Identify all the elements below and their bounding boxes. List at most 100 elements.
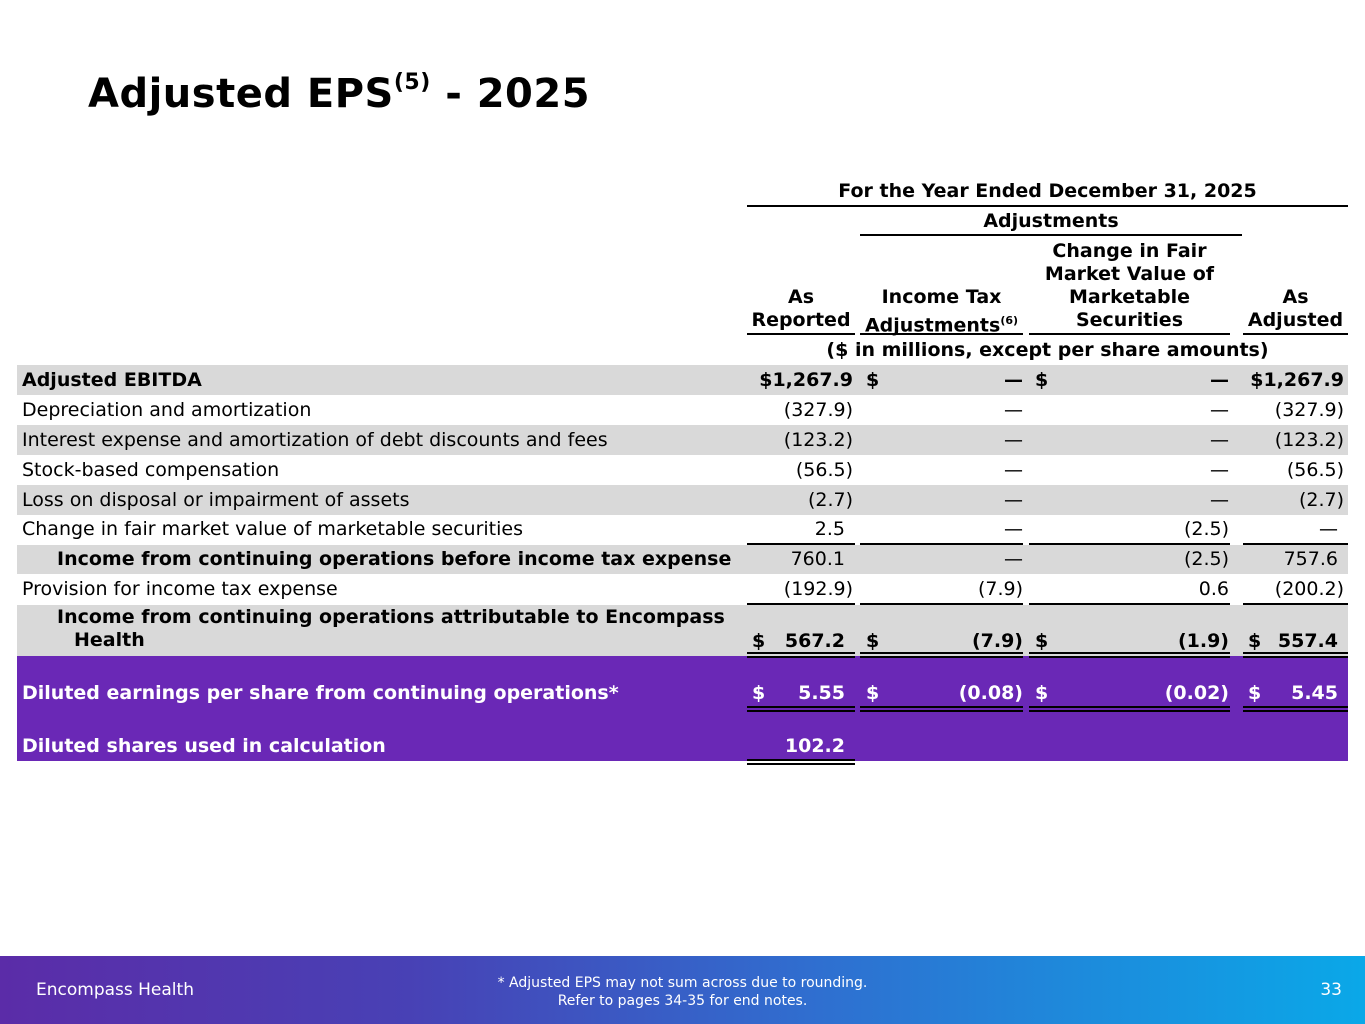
subtotal-rule (1243, 543, 1348, 545)
dollar-sign: $ (866, 369, 880, 391)
value-tax: — (1004, 548, 1023, 570)
value-fmv: 0.6 (1198, 578, 1229, 600)
dollar-sign: $ (1248, 630, 1262, 652)
value-adjusted: $1,267.9 (1250, 369, 1344, 391)
row-label: Income from continuing operations attrib… (57, 606, 725, 651)
value-fmv: — (1210, 459, 1229, 481)
col-header-adjusted: As Adjusted (1247, 286, 1344, 331)
row-label: Provision for income tax expense (22, 578, 338, 600)
col-rule-adjusted (1243, 333, 1348, 335)
row-label: Adjusted EBITDA (22, 369, 202, 391)
value-adjusted: (56.5) (1286, 459, 1344, 481)
value-fmv: — (1210, 489, 1229, 511)
value-fmv: — (1210, 369, 1229, 391)
value-tax: — (1004, 399, 1023, 421)
value-adjusted: (123.2) (1274, 429, 1344, 451)
value-adjusted: (200.2) (1274, 578, 1344, 600)
value-reported: 567.2 (784, 630, 845, 652)
value-reported: (192.9) (783, 578, 853, 600)
value-tax: — (1004, 369, 1023, 391)
value-reported: (2.7) (807, 489, 853, 511)
subtotal-rule (747, 543, 855, 545)
row-label: Change in fair market value of marketabl… (22, 518, 523, 540)
footnote: * Adjusted EPS may not sum across due to… (497, 975, 868, 1009)
subtotal-rule (1029, 603, 1230, 605)
page-number: 33 (1320, 980, 1342, 1000)
company-name: Encompass Health (36, 980, 194, 1000)
value-reported: (56.5) (795, 459, 853, 481)
value-tax: (7.9) (971, 630, 1023, 652)
value-adjusted: (327.9) (1274, 399, 1344, 421)
value-reported: 760.1 (790, 548, 845, 570)
col-rule-reported (747, 333, 855, 335)
row-label: Income from continuing operations before… (57, 548, 732, 570)
value-adjusted: 757.6 (1283, 548, 1338, 570)
eps-row: Diluted earnings per share from continui… (17, 656, 1348, 761)
value-tax: (0.08) (958, 682, 1023, 704)
value-adjusted: — (1319, 518, 1338, 540)
row-label: Depreciation and amortization (22, 399, 312, 421)
value-adjusted: 557.4 (1277, 630, 1338, 652)
double-rule (1029, 706, 1230, 712)
value-tax: — (1004, 429, 1023, 451)
col-header-tax: Income Tax Adjustments(6) (864, 286, 1019, 337)
double-rule (860, 652, 1023, 658)
double-rule (747, 652, 855, 658)
subtotal-rule (860, 543, 1023, 545)
double-rule (1243, 652, 1348, 658)
double-rule (1029, 652, 1230, 658)
col-header-reported: As Reported (751, 286, 851, 331)
table-row: Adjusted EBITDA $1,267.9 $ — $ — $1,267.… (17, 365, 1348, 395)
table-row: Provision for income tax expense (192.9)… (17, 574, 1348, 604)
period-header: For the Year Ended December 31, 2025 (838, 180, 1257, 202)
value-reported: $1,267.9 (759, 369, 853, 391)
col-rule-fmv (1029, 333, 1230, 335)
units-note: ($ in millions, except per share amounts… (826, 339, 1269, 361)
row-label: Diluted earnings per share from continui… (22, 682, 619, 704)
row-label: Diluted shares used in calculation (22, 735, 386, 757)
dollar-sign: $ (1035, 630, 1049, 652)
adjustments-rule (860, 234, 1242, 236)
row-label: Interest expense and amortization of deb… (22, 429, 608, 451)
period-rule (747, 205, 1348, 207)
value-tax: — (1004, 459, 1023, 481)
value-tax: — (1004, 518, 1023, 540)
subtotal-rule (1029, 543, 1230, 545)
col-header-fmv: Change in Fair Market Value of Marketable… (1044, 240, 1215, 331)
page-title: Adjusted EPS(5) - 2025 (88, 70, 591, 117)
table-row: Interest expense and amortization of deb… (17, 425, 1348, 455)
dollar-sign: $ (1035, 682, 1049, 704)
row-label: Loss on disposal or impairment of assets (22, 489, 410, 511)
value-tax: — (1004, 489, 1023, 511)
dollar-sign: $ (752, 630, 766, 652)
dollar-sign: $ (866, 682, 880, 704)
dollar-sign: $ (1035, 369, 1049, 391)
value-fmv: — (1210, 399, 1229, 421)
dollar-sign: $ (1248, 682, 1262, 704)
value-fmv: (2.5) (1183, 548, 1229, 570)
double-rule (860, 706, 1023, 712)
value-adjusted: (2.7) (1298, 489, 1344, 511)
value-fmv: (2.5) (1183, 518, 1229, 540)
value-fmv: — (1210, 429, 1229, 451)
subtotal-rule (860, 603, 1023, 605)
table-row: Change in fair market value of marketabl… (17, 514, 1348, 544)
value-fmv: (1.9) (1177, 630, 1229, 652)
subtotal-rule (1243, 603, 1348, 605)
value-tax: (7.9) (977, 578, 1023, 600)
dollar-sign: $ (752, 682, 766, 704)
subtotal-rule (747, 603, 855, 605)
double-rule (747, 706, 855, 712)
value-adjusted: 5.45 (1291, 682, 1338, 704)
row-label: Stock-based compensation (22, 459, 280, 481)
value-reported: (123.2) (783, 429, 853, 451)
dollar-sign: $ (866, 630, 880, 652)
table-row: Stock-based compensation (56.5) — — (56.… (17, 455, 1348, 485)
table-row: Income from continuing operations before… (17, 545, 1348, 574)
double-rule (1243, 706, 1348, 712)
footer-bar: Encompass Health * Adjusted EPS may not … (0, 956, 1365, 1024)
adjustments-header: Adjustments (983, 210, 1119, 232)
value-reported: 2.5 (814, 518, 845, 540)
table-row: Loss on disposal or impairment of assets… (17, 485, 1348, 515)
table-row: Income from continuing operations attrib… (17, 605, 1348, 656)
